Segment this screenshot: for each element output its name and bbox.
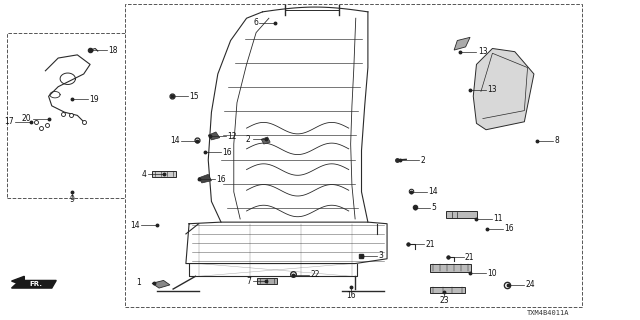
Text: 17: 17	[4, 117, 14, 126]
Text: 15: 15	[189, 92, 198, 101]
Polygon shape	[12, 280, 56, 288]
Bar	[430, 264, 471, 271]
Text: 20: 20	[22, 114, 31, 123]
Polygon shape	[208, 132, 220, 140]
Bar	[125, 4, 582, 307]
Text: 4: 4	[141, 170, 147, 179]
Text: 13: 13	[487, 85, 497, 94]
Polygon shape	[12, 276, 24, 286]
Bar	[447, 211, 477, 218]
Polygon shape	[454, 37, 470, 50]
Bar	[257, 278, 276, 284]
Text: 14: 14	[428, 188, 438, 196]
Text: 21: 21	[465, 253, 474, 262]
Text: 19: 19	[90, 95, 99, 104]
Text: 9: 9	[70, 195, 75, 204]
Polygon shape	[261, 137, 270, 144]
Text: 6: 6	[253, 19, 258, 28]
Text: 14: 14	[131, 221, 140, 230]
Text: FR.: FR.	[29, 281, 42, 287]
Text: 1: 1	[136, 278, 141, 287]
Text: 22: 22	[310, 270, 320, 279]
Text: 11: 11	[493, 214, 503, 223]
Text: TXM4B4011A: TXM4B4011A	[527, 310, 569, 316]
Text: 8: 8	[554, 136, 559, 145]
Text: 14: 14	[170, 136, 179, 145]
Text: 16: 16	[504, 224, 514, 233]
Polygon shape	[473, 49, 534, 130]
Bar	[7, 33, 138, 198]
Text: 23: 23	[439, 296, 449, 305]
Text: 2: 2	[420, 156, 425, 164]
Text: 3: 3	[379, 251, 383, 260]
Text: 16: 16	[346, 291, 356, 300]
Text: 10: 10	[487, 268, 497, 278]
Text: 16: 16	[216, 175, 225, 184]
Text: 7: 7	[247, 276, 252, 285]
Text: 18: 18	[109, 45, 118, 55]
Text: 21: 21	[426, 240, 435, 249]
Text: 12: 12	[227, 132, 237, 140]
Polygon shape	[198, 174, 211, 183]
Bar	[430, 287, 465, 293]
Text: 2: 2	[245, 135, 250, 144]
Polygon shape	[152, 280, 170, 288]
Text: 13: 13	[477, 47, 488, 56]
Text: 24: 24	[525, 280, 535, 289]
Text: 5: 5	[431, 203, 436, 212]
FancyBboxPatch shape	[152, 171, 176, 177]
Text: 16: 16	[222, 148, 232, 156]
